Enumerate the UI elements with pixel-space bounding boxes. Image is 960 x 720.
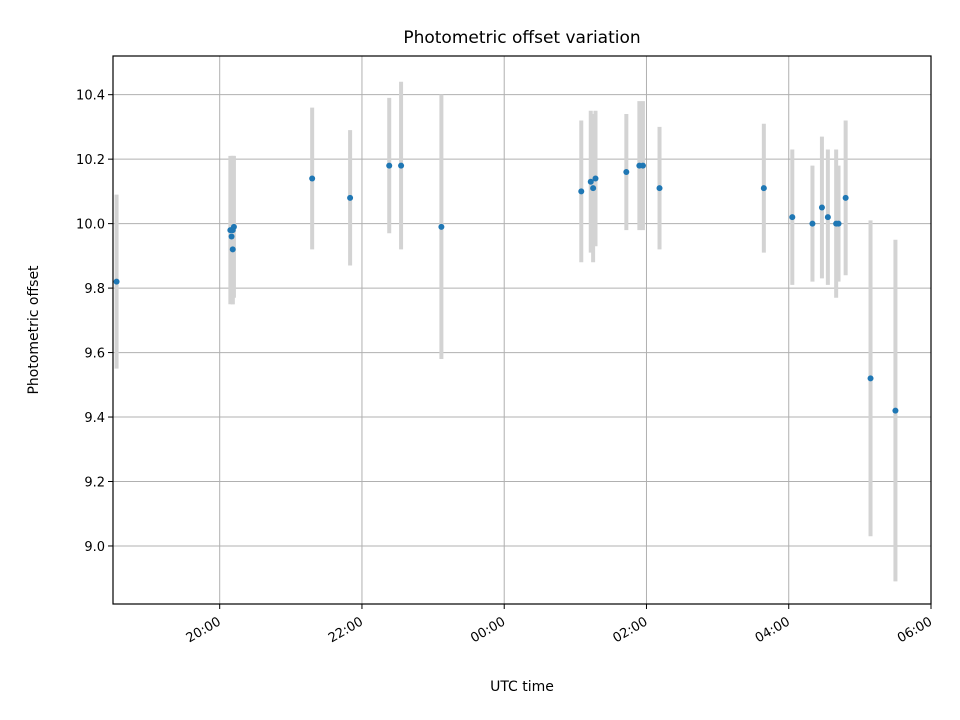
x-axis-label: UTC time xyxy=(490,679,554,695)
x-tick-label: 20:00 xyxy=(184,614,224,646)
x-tick-label: 04:00 xyxy=(753,614,793,646)
x-tick-label: 06:00 xyxy=(895,614,935,646)
data-point xyxy=(835,220,842,227)
data-point xyxy=(867,375,874,382)
data-points xyxy=(113,162,899,414)
data-point xyxy=(309,175,316,182)
data-point xyxy=(590,185,597,192)
data-point xyxy=(587,178,594,185)
x-tick-label: 00:00 xyxy=(468,614,508,646)
y-tick-label: 9.2 xyxy=(84,476,105,491)
y-tick-label: 9.8 xyxy=(84,282,105,297)
x-tick-label: 22:00 xyxy=(326,614,366,646)
chart-title: Photometric offset variation xyxy=(403,28,640,48)
data-point xyxy=(229,246,236,253)
grid xyxy=(113,56,932,604)
data-point xyxy=(824,214,831,221)
data-point xyxy=(592,175,599,182)
plot-frame xyxy=(112,55,932,605)
data-point xyxy=(789,214,796,221)
data-point xyxy=(639,162,646,169)
y-tick-label: 9.4 xyxy=(84,411,105,426)
data-point xyxy=(438,223,445,230)
data-point xyxy=(347,194,354,201)
x-axis-ticks: 20:00 22:00 00:00 02:00 04:00 06:00 xyxy=(184,604,935,646)
y-tick-label: 9.6 xyxy=(84,347,105,362)
y-axis-label: Photometric offset xyxy=(26,265,42,395)
error-bars xyxy=(114,81,898,582)
data-point xyxy=(818,204,825,211)
y-tick-label: 10.0 xyxy=(76,218,105,233)
data-point xyxy=(892,407,899,414)
data-point xyxy=(386,162,393,169)
y-tick-label: 10.2 xyxy=(76,153,105,168)
data-point xyxy=(228,233,235,240)
data-point xyxy=(623,169,630,176)
y-axis-ticks: 9.0 9.2 9.4 9.6 9.8 10.0 10.2 10.4 xyxy=(76,89,113,555)
data-point xyxy=(230,223,237,230)
data-point xyxy=(842,194,849,201)
y-tick-label: 10.4 xyxy=(76,89,105,104)
data-point xyxy=(809,220,816,227)
data-point xyxy=(760,185,767,192)
data-point xyxy=(578,188,585,195)
data-point xyxy=(398,162,405,169)
data-point xyxy=(656,185,663,192)
x-tick-label: 02:00 xyxy=(611,614,651,646)
y-tick-label: 9.0 xyxy=(84,540,105,555)
data-point xyxy=(113,278,120,285)
